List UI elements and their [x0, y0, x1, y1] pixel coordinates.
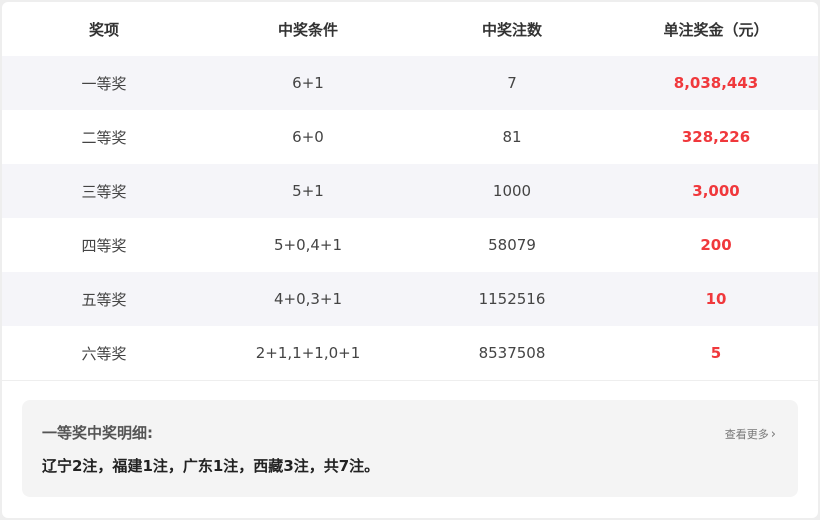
- cell-condition: 5+1: [292, 182, 324, 200]
- header-prize: 单注奖金（元）: [663, 20, 769, 39]
- cell-prize: 8,038,443: [673, 74, 759, 92]
- cell-level: 四等奖: [81, 236, 127, 255]
- cell-count: 1152516: [478, 290, 546, 308]
- table-row: 一等奖 6+1 7 8,038,443: [2, 56, 818, 110]
- detail-text: 辽宁2注，福建1注，广东1注，西藏3注，共7注。: [42, 457, 380, 475]
- cell-prize: 10: [705, 290, 727, 308]
- divider: [2, 380, 818, 381]
- cell-level: 一等奖: [81, 74, 127, 93]
- cell-level: 二等奖: [81, 128, 127, 147]
- cell-condition: 6+1: [292, 74, 324, 92]
- cell-prize: 200: [700, 236, 732, 254]
- cell-count: 81: [502, 128, 522, 146]
- cell-level: 五等奖: [81, 290, 127, 309]
- header-level: 奖项: [88, 20, 119, 39]
- cell-level: 三等奖: [81, 182, 127, 201]
- cell-prize: 3,000: [692, 182, 740, 200]
- chevron-right-icon: ›: [770, 427, 776, 442]
- view-more-label: 查看更多: [724, 428, 769, 441]
- detail-title: 一等奖中奖明细:: [42, 424, 153, 442]
- cell-count: 58079: [488, 236, 536, 254]
- table-row: 四等奖 5+0,4+1 58079 200: [2, 218, 818, 272]
- cell-condition: 2+1,1+1,0+1: [255, 344, 361, 362]
- cell-count: 1000: [492, 182, 532, 200]
- cell-condition: 5+0,4+1: [273, 236, 343, 254]
- cell-count: 8537508: [478, 344, 546, 362]
- view-more-link[interactable]: 查看更多 ›: [725, 426, 776, 442]
- cell-prize: 328,226: [681, 128, 751, 146]
- header-condition: 中奖条件: [277, 20, 338, 39]
- cell-condition: 4+0,3+1: [273, 290, 343, 308]
- winner-detail-box: 一等奖中奖明细: 辽宁2注，福建1注，广东1注，西藏3注，共7注。 查看更多 ›: [22, 400, 798, 497]
- cell-condition: 6+0: [292, 128, 324, 146]
- cell-count: 7: [507, 74, 517, 92]
- table-header: 奖项 中奖条件 中奖注数 单注奖金（元）: [2, 2, 818, 56]
- cell-prize: 5: [710, 344, 722, 362]
- table-row: 五等奖 4+0,3+1 1152516 10: [2, 272, 818, 326]
- cell-level: 六等奖: [81, 344, 127, 363]
- header-count: 中奖注数: [481, 20, 542, 39]
- table-row: 六等奖 2+1,1+1,0+1 8537508 5: [2, 326, 818, 380]
- table-row: 三等奖 5+1 1000 3,000: [2, 164, 818, 218]
- table-row: 二等奖 6+0 81 328,226: [2, 110, 818, 164]
